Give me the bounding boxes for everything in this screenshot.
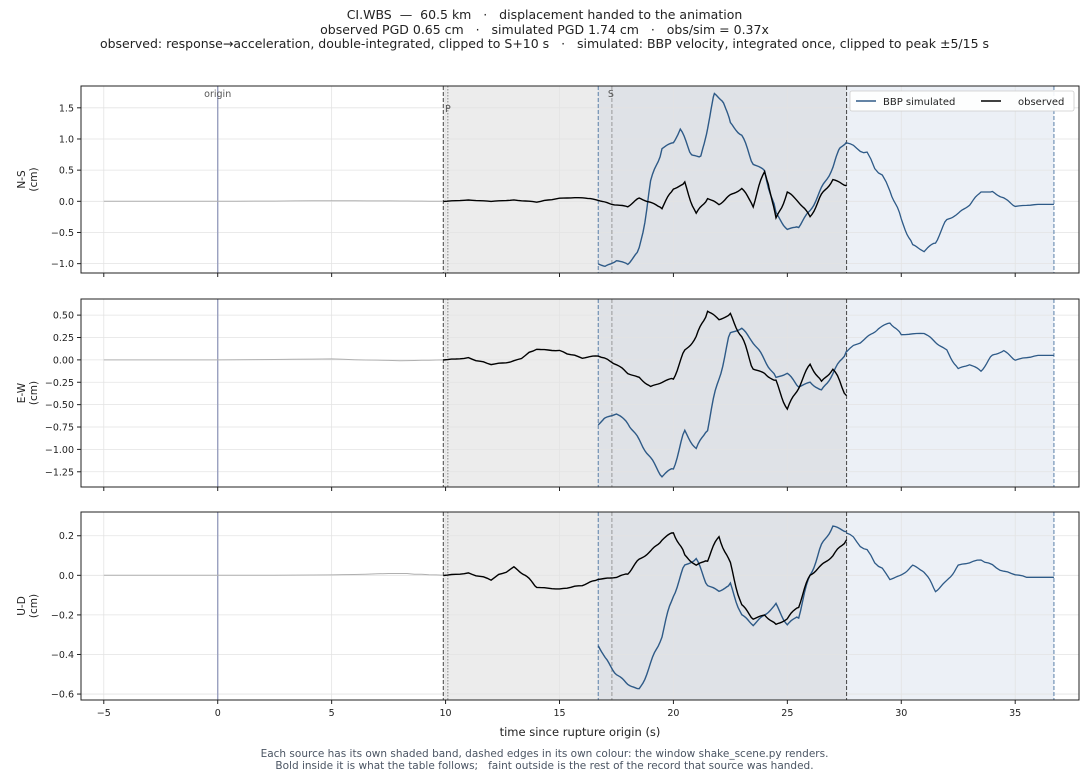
y-tick-label: −0.50 [45, 400, 74, 411]
x-tick-label: 35 [1009, 708, 1021, 719]
x-tick-label: −5 [97, 708, 111, 719]
footer-note-2: Bold inside it is what the table follows… [275, 760, 814, 772]
footer-note-1: Each source has its own shaded band, das… [260, 748, 829, 760]
x-tick-label: 10 [440, 708, 452, 719]
y-axis-label: N-S [16, 170, 28, 189]
y-tick-label: 1.5 [59, 103, 74, 114]
figure-subtitle-pgd: observed PGD 0.65 cm · simulated PGD 1.7… [320, 21, 769, 37]
s-annotation: S [608, 89, 614, 100]
overlap-window-band [598, 512, 847, 700]
legend-box [849, 90, 1075, 112]
y-tick-label: 1.0 [59, 134, 74, 145]
x-axis-label: time since rupture origin (s) [500, 725, 661, 739]
y-tick-label: −0.25 [45, 378, 74, 389]
y-tick-label: 0.5 [59, 166, 74, 177]
observed-trace-faint [103, 200, 444, 202]
panel-frame [80, 85, 1080, 274]
panel-frame [80, 511, 1080, 701]
simulated-trace-faint [846, 322, 1054, 373]
observed-trace [443, 532, 848, 626]
x-tick-label: 20 [667, 708, 679, 719]
y-tick-label: 0.0 [59, 571, 74, 582]
y-tick-label: 0.25 [53, 333, 74, 344]
y-axis-unit: (cm) [28, 594, 40, 618]
y-tick-label: −0.4 [51, 650, 74, 661]
y-tick-label: 0.0 [59, 197, 74, 208]
y-tick-label: −0.75 [45, 423, 74, 434]
x-tick-label: 0 [215, 708, 221, 719]
x-tick-label: 30 [895, 708, 907, 719]
y-tick-label: −0.5 [51, 228, 74, 239]
origin-annotation: origin [204, 89, 231, 100]
p-annotation: P [445, 104, 451, 115]
observed-trace-faint [103, 573, 444, 576]
panel-n-s: 1.5 1.0 0.5 0.0 −0.5 −1.0 N-S (cm) origin P S BBP s… [16, 85, 1080, 277]
y-tick-label: −1.0 [51, 259, 74, 270]
observed-trace-faint [103, 358, 444, 362]
figure-subtitle-processing: observed: response→acceleration, double-… [99, 36, 990, 51]
panel-u-d: 0.2 0.0 −0.2 −0.4 −0.6 U-D (cm) −5 0 5 10 15 20 25 30 3… [16, 511, 1080, 739]
figure-header: CI.WBS — 60.5 km · displacement handed t… [0, 7, 1089, 52]
figure-title: CI.WBS — 60.5 km · displacement handed t… [346, 7, 743, 22]
y-tick-label: −1.00 [45, 445, 74, 456]
panel-e-w: 0.50 0.25 0.00 −0.25 −0.50 −0.75 −1.00 −1.25 E-W… [16, 298, 1080, 491]
panel-frame [80, 298, 1080, 488]
simulated-trace-faint [846, 142, 1054, 253]
y-tick-label: −0.2 [51, 610, 74, 621]
y-axis-label: U-D [16, 596, 28, 616]
y-axis-unit: (cm) [28, 167, 40, 191]
y-tick-label: −0.6 [51, 690, 74, 701]
y-axis-unit: (cm) [28, 381, 40, 405]
y-tick-label: 0.00 [53, 355, 74, 366]
y-tick-label: 0.2 [59, 531, 74, 542]
simulated-trace [597, 525, 847, 690]
observed-trace [443, 169, 847, 220]
x-tick-label: 15 [553, 708, 565, 719]
observed-trace [443, 310, 848, 411]
y-tick-label: −1.25 [45, 467, 74, 478]
x-tick-label: 5 [329, 708, 335, 719]
simulated-trace-faint [846, 532, 1054, 593]
y-tick-label: 0.50 [53, 311, 74, 322]
x-tick-label: 25 [781, 708, 793, 719]
legend-sim-label: BBP simulated [883, 97, 955, 108]
y-axis-label: E-W [16, 382, 28, 403]
simulated-trace [597, 327, 848, 478]
figure-footer: Each source has its own shaded band, das… [0, 748, 1089, 772]
overlap-window-band [598, 86, 847, 273]
legend-obs-label: observed [1018, 97, 1064, 108]
overlap-window-band [598, 299, 847, 487]
